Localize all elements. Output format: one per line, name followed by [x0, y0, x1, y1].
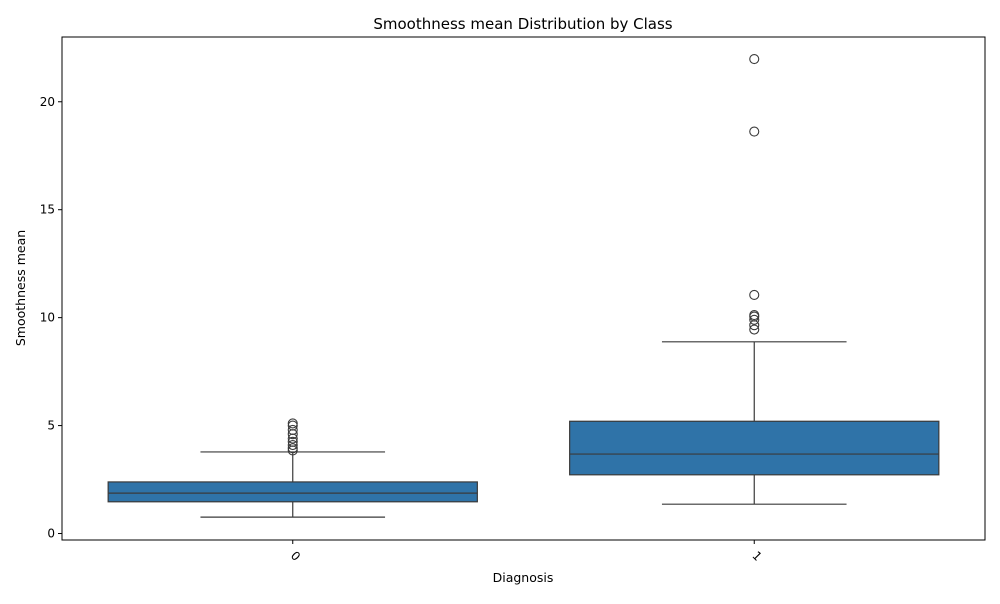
outlier-point: [749, 289, 760, 301]
outlier-point: [287, 418, 298, 429]
outlier-point: [287, 439, 298, 451]
y-tick-label: 0: [47, 527, 55, 541]
y-tick-label: 15: [40, 203, 55, 217]
x-axis-label: Diagnosis: [493, 570, 554, 585]
y-tick-label: 5: [47, 419, 55, 433]
chart-title: Smoothness mean Distribution by Class: [373, 15, 672, 33]
axes-frame: [61, 36, 986, 541]
y-tick-label: 20: [40, 95, 55, 109]
outlier-point: [287, 424, 298, 435]
outlier-point: [749, 314, 760, 325]
outlier-point: [749, 310, 760, 321]
y-axis-label: Smoothness mean: [13, 230, 28, 346]
box-iqr: [569, 420, 940, 476]
outlier-point: [287, 443, 298, 454]
outlier-point: [749, 324, 760, 335]
outlier-point: [287, 436, 298, 447]
plot-area: 0 5 10 15 20 0 1: [40, 53, 940, 564]
y-tick-label: 10: [40, 311, 55, 325]
box-iqr: [107, 481, 478, 503]
outlier-point: [749, 126, 760, 137]
outlier-point: [749, 53, 760, 65]
x-tick-label: 0: [288, 549, 303, 564]
x-tick-label: 1: [749, 549, 764, 564]
